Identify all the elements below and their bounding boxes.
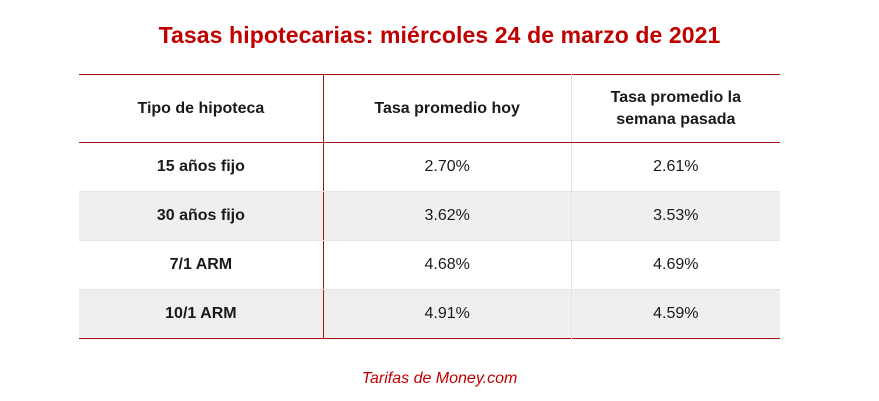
mortgage-type-cell: 15 años fijo: [79, 142, 324, 192]
column-header-mortgage-type: Tipo de hipoteca: [79, 74, 324, 143]
mortgage-type-cell: 7/1 ARM: [79, 240, 324, 290]
table-row: 30 años fijo 3.62% 3.53%: [79, 191, 780, 241]
table-row: 10/1 ARM 4.91% 4.59%: [79, 289, 780, 339]
source-caption: Tarifas de Money.com: [361, 370, 518, 387]
table-row: 15 años fijo 2.70% 2.61%: [79, 142, 780, 192]
table-header-row: Tipo de hipoteca Tasa promedio hoy Tasa …: [79, 74, 780, 143]
rate-today-cell: 2.70%: [323, 142, 572, 192]
rate-today-cell: 4.91%: [323, 289, 572, 339]
table-row: 7/1 ARM 4.68% 4.69%: [79, 240, 780, 290]
rate-last-week-cell: 4.69%: [571, 240, 780, 290]
mortgage-type-cell: 30 años fijo: [79, 191, 324, 241]
column-header-rate-last-week: Tasa promedio la semana pasada: [571, 74, 780, 143]
mortgage-type-cell: 10/1 ARM: [79, 289, 324, 339]
column-header-rate-last-week-label: Tasa promedio la semana pasada: [610, 88, 742, 128]
mortgage-rates-table: Tipo de hipoteca Tasa promedio hoy Tasa …: [79, 74, 780, 339]
rate-last-week-cell: 4.59%: [571, 289, 780, 339]
rate-last-week-cell: 3.53%: [571, 191, 780, 241]
rate-today-cell: 3.62%: [323, 191, 572, 241]
column-header-rate-today: Tasa promedio hoy: [323, 74, 572, 143]
page-title: Tasas hipotecarias: miércoles 24 de marz…: [158, 22, 721, 48]
rate-last-week-cell: 2.61%: [571, 142, 780, 192]
rate-today-cell: 4.68%: [323, 240, 572, 290]
